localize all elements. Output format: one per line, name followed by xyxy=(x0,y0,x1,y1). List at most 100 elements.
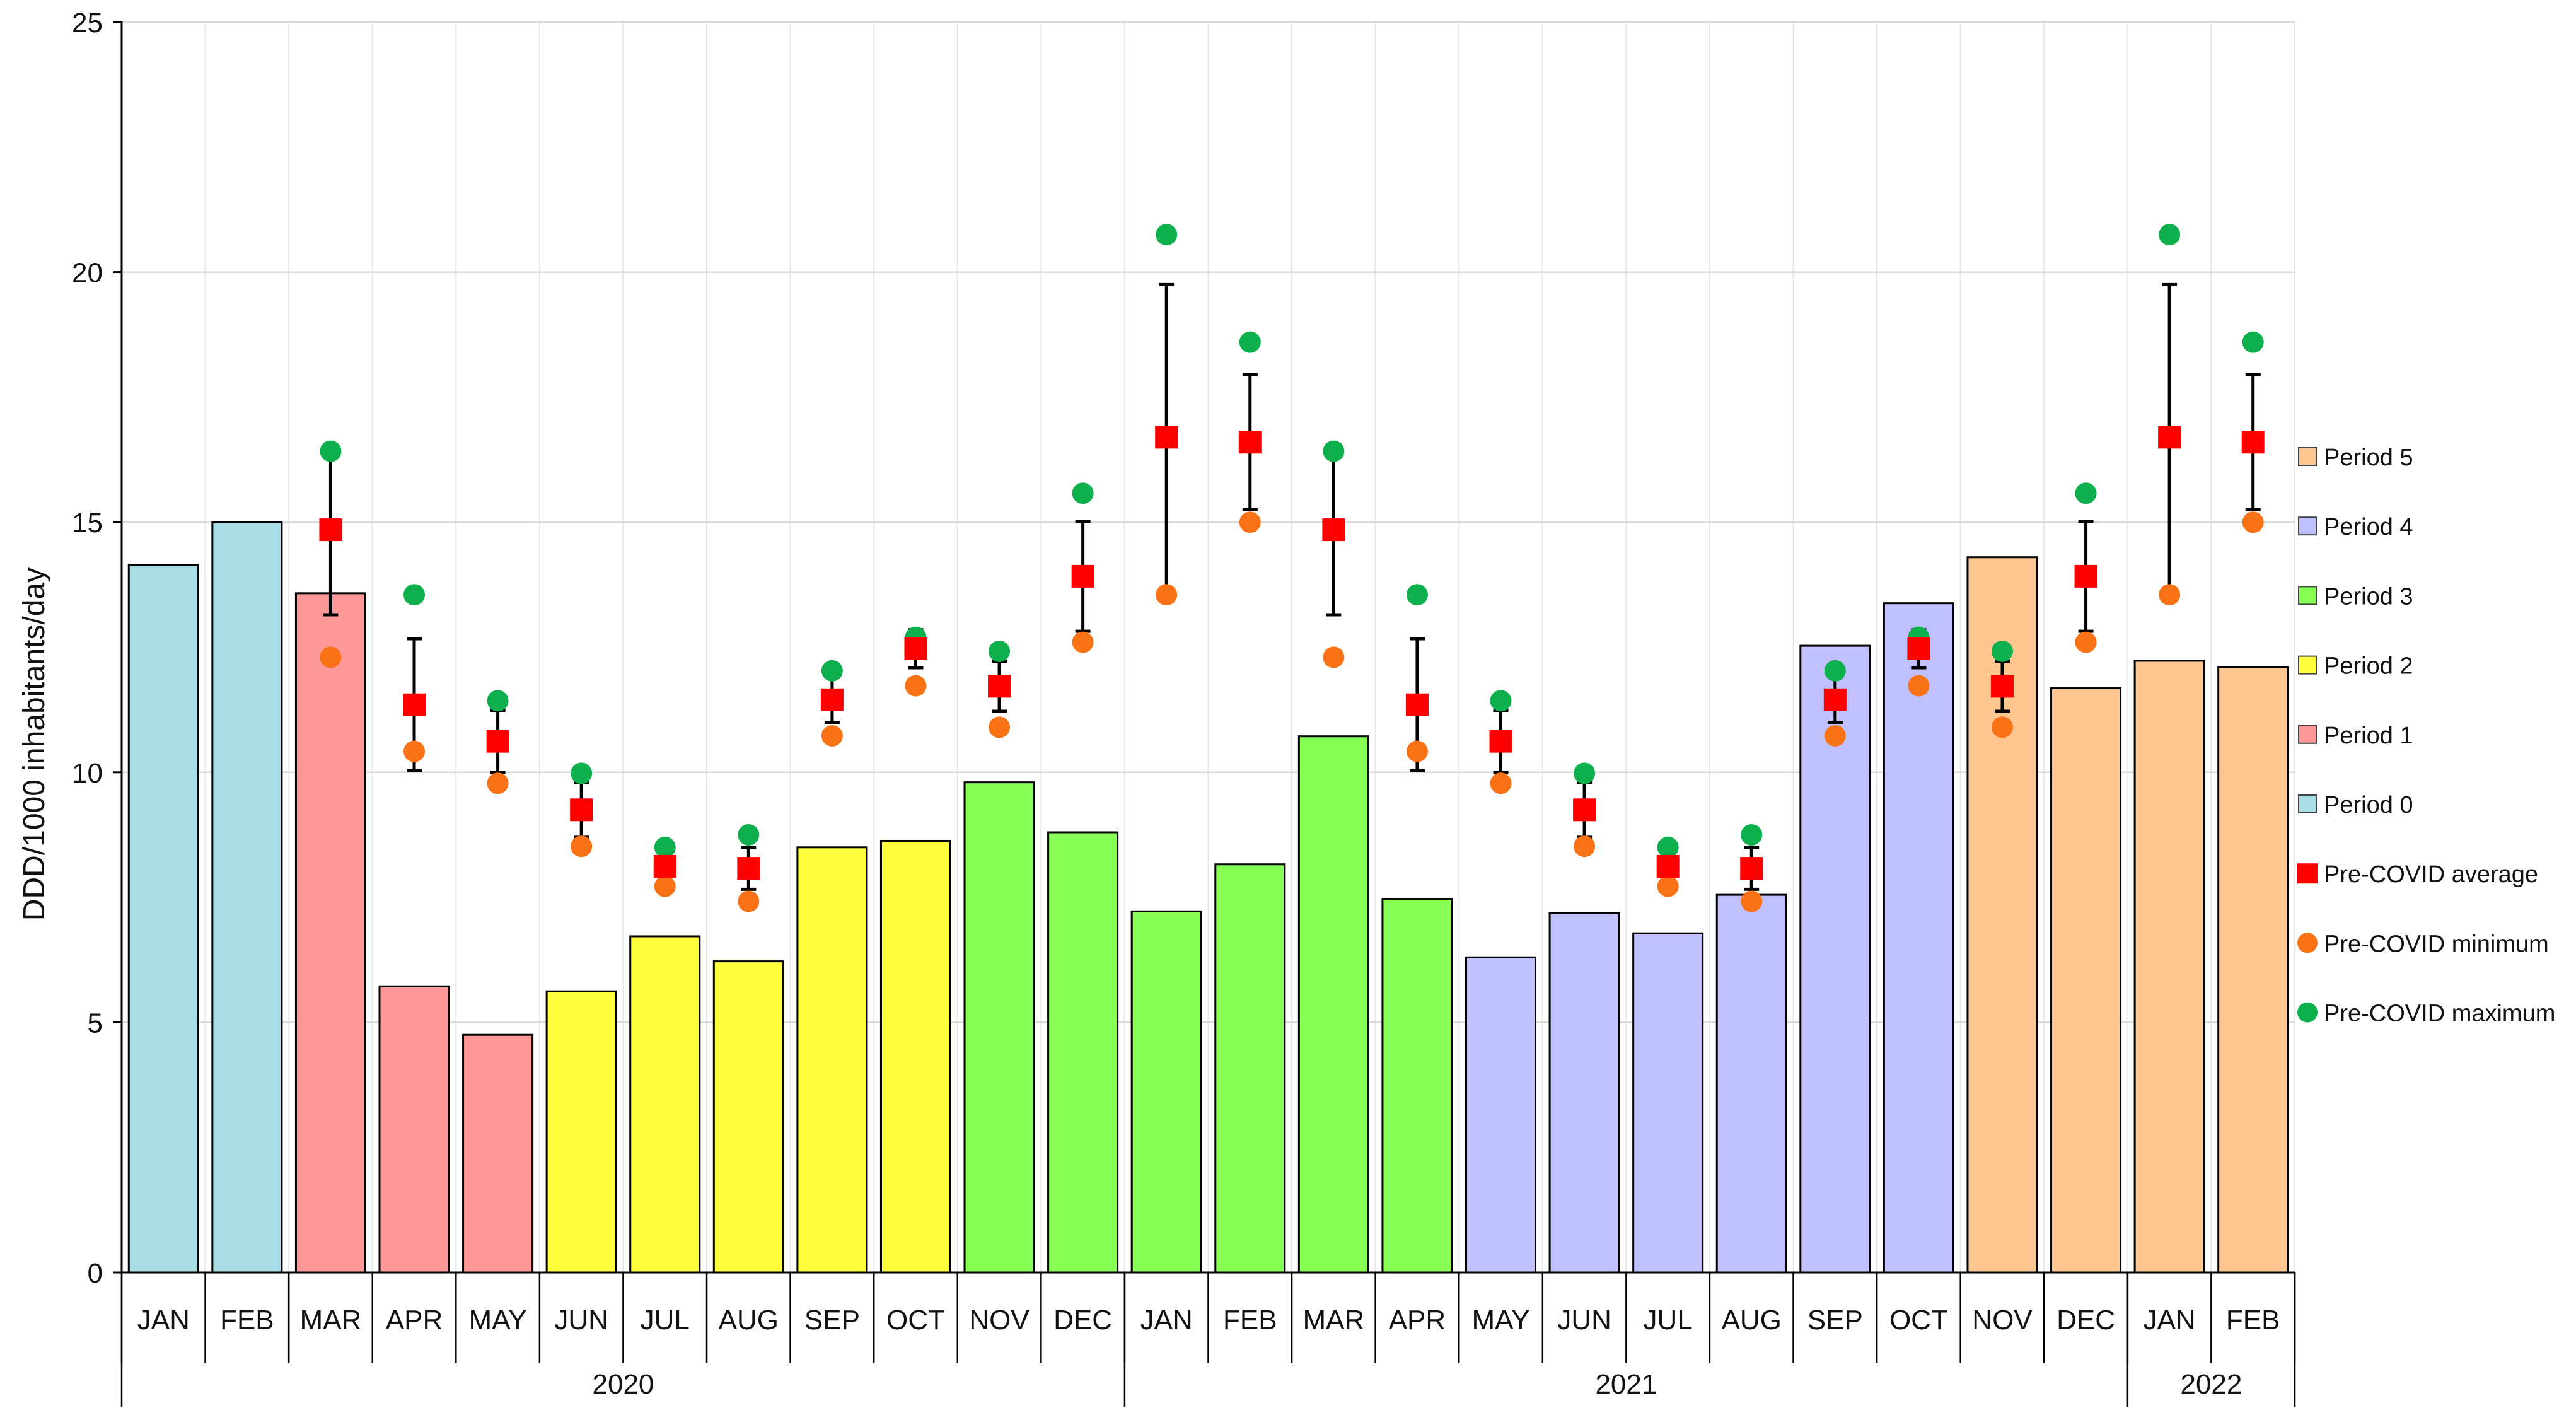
marker-pre-covid-maximum xyxy=(1156,224,1178,246)
marker-pre-covid-maximum xyxy=(2075,482,2097,504)
marker-pre-covid-minimum xyxy=(1406,740,1428,762)
legend-item: Period 4 xyxy=(2298,514,2413,540)
x-tick-label: MAR xyxy=(300,1305,362,1336)
marker-pre-covid-minimum xyxy=(487,772,509,794)
marker-pre-covid-minimum xyxy=(1490,772,1512,794)
marker-pre-covid-maximum xyxy=(320,440,342,462)
marker-pre-covid-minimum xyxy=(1156,584,1178,606)
marker-pre-covid-maximum xyxy=(1323,440,1345,462)
bar-sep-8 xyxy=(796,846,868,1274)
legend-label: Period 4 xyxy=(2324,514,2413,540)
bar-dec-11 xyxy=(1047,831,1119,1274)
bar-oct-9 xyxy=(879,839,952,1274)
marker-pre-covid-minimum xyxy=(1741,890,1763,912)
legend-label: Pre-COVID average xyxy=(2324,861,2538,888)
label-layer: 0 5 10 15 20 25 JAN FEB MAR APR MAY JUN JUL AUG SEP OCT… xyxy=(72,8,2280,1400)
marker-pre-covid-average xyxy=(1990,675,2014,698)
marker-pre-covid-minimum xyxy=(1574,835,1596,858)
bar-feb-1 xyxy=(211,521,283,1274)
marker-pre-covid-maximum xyxy=(1824,660,1846,682)
x-tick-label: APR xyxy=(386,1305,443,1336)
marker-pre-covid-average xyxy=(1740,857,1763,880)
marker-pre-covid-average xyxy=(486,730,509,753)
legend: Period 5 Period 4 Period 3 Period 2 Period 1… xyxy=(2297,445,2555,1027)
year-label: 2022 xyxy=(2180,1369,2242,1400)
marker-pre-covid-maximum xyxy=(821,660,843,682)
marker-pre-covid-average xyxy=(988,675,1011,698)
bar-apr-3 xyxy=(378,985,450,1274)
marker-pre-covid-average xyxy=(737,857,760,880)
legend-label: Period 1 xyxy=(2324,723,2413,749)
x-tick-label: JUL xyxy=(641,1305,690,1336)
marker-pre-covid-minimum xyxy=(1239,511,1261,533)
marker-pre-covid-average xyxy=(1573,798,1596,822)
x-tick-label: MAY xyxy=(469,1305,527,1336)
legend-item: Period 2 xyxy=(2298,653,2413,680)
bar-jul-6 xyxy=(629,935,701,1274)
bar-dec-23 xyxy=(2050,687,2122,1274)
marker-pre-covid-minimum xyxy=(738,890,760,912)
marker-pre-covid-minimum xyxy=(2242,511,2264,533)
bar-aug-7 xyxy=(712,960,784,1274)
marker-pre-covid-maximum xyxy=(571,762,593,784)
bar-layer xyxy=(127,521,2289,1274)
marker-pre-covid-maximum xyxy=(403,584,426,606)
x-tick-label: DEC xyxy=(2057,1305,2115,1336)
legend-marker-circle xyxy=(2297,1002,2318,1023)
marker-pre-covid-average xyxy=(1656,854,1680,878)
marker-pre-covid-minimum xyxy=(571,835,593,858)
marker-pre-covid-maximum xyxy=(654,836,676,858)
bar-feb-13 xyxy=(1214,863,1286,1274)
marker-pre-covid-minimum xyxy=(403,740,426,762)
bar-jan-12 xyxy=(1130,910,1202,1274)
legend-swatch xyxy=(2298,447,2317,466)
marker-pre-covid-maximum xyxy=(1741,823,1763,846)
legend-swatch xyxy=(2298,655,2317,675)
x-tick-label: FEB xyxy=(1223,1305,1277,1336)
marker-pre-covid-average xyxy=(653,854,676,878)
y-axis-title: DDD/1000 inhabitants/day xyxy=(18,567,51,921)
marker-pre-covid-minimum xyxy=(2075,631,2097,653)
marker-pre-covid-minimum xyxy=(989,716,1011,738)
marker-pre-covid-minimum xyxy=(654,875,676,897)
legend-label: Period 5 xyxy=(2324,445,2413,471)
bar-jun-17 xyxy=(1548,912,1620,1274)
legend-label: Period 3 xyxy=(2324,583,2413,610)
legend-label: Pre-COVID maximum xyxy=(2324,1001,2555,1027)
x-tick-label: JAN xyxy=(2144,1305,2196,1336)
marker-pre-covid-average xyxy=(2158,426,2181,449)
marker-pre-covid-average xyxy=(1405,693,1429,716)
y-tick-label: 25 xyxy=(72,8,103,38)
year-label: 2021 xyxy=(1595,1369,1657,1400)
legend-swatch xyxy=(2298,794,2317,813)
marker-pre-covid-average xyxy=(904,637,927,660)
bar-jul-18 xyxy=(1632,932,1704,1274)
marker-layer xyxy=(319,224,2265,912)
marker-pre-covid-minimum xyxy=(320,646,342,668)
marker-pre-covid-minimum xyxy=(1323,646,1345,668)
marker-pre-covid-average xyxy=(1322,518,1345,542)
y-tick-label: 0 xyxy=(88,1258,103,1289)
marker-pre-covid-average xyxy=(1238,431,1262,454)
legend-item: Period 3 xyxy=(2298,583,2413,610)
x-tick-label: JAN xyxy=(1140,1305,1193,1336)
marker-pre-covid-minimum xyxy=(1824,725,1846,747)
x-tick-label: FEB xyxy=(220,1305,274,1336)
marker-pre-covid-maximum xyxy=(1657,836,1679,858)
marker-pre-covid-average xyxy=(403,693,426,716)
marker-pre-covid-maximum xyxy=(1574,762,1596,784)
y-tick-label: 15 xyxy=(72,508,103,538)
y-tick-label: 5 xyxy=(88,1008,103,1039)
bar-oct-21 xyxy=(1883,602,1954,1274)
marker-pre-covid-maximum xyxy=(1406,584,1428,606)
marker-pre-covid-average xyxy=(319,518,342,542)
bar-jan-24 xyxy=(2133,660,2205,1274)
x-tick-label: JUL xyxy=(1644,1305,1693,1336)
x-tick-label: OCT xyxy=(1889,1305,1948,1336)
marker-pre-covid-maximum xyxy=(1490,690,1512,712)
legend-label: Pre-COVID minimum xyxy=(2324,931,2549,957)
x-tick-label: AUG xyxy=(719,1305,779,1336)
bar-nov-10 xyxy=(963,781,1035,1274)
marker-pre-covid-maximum xyxy=(1072,482,1094,504)
